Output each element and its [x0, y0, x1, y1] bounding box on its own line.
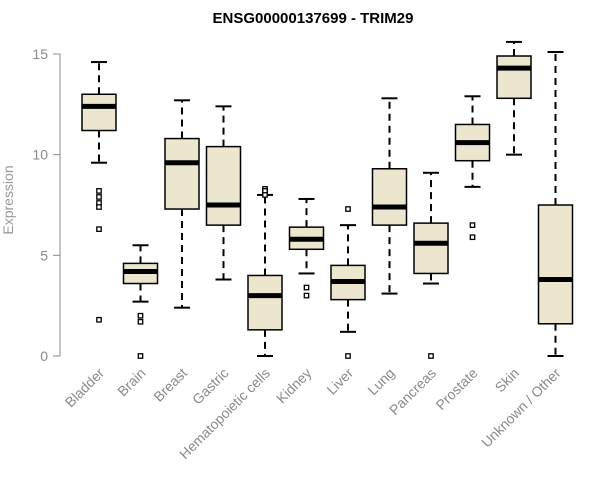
y-axis: 0 5 10 15 [32, 46, 61, 364]
x-tick-label: Breast [150, 365, 190, 405]
iqr-box [537, 204, 574, 325]
iqr-box [81, 93, 117, 132]
boxes-group [81, 40, 574, 359]
x-tick-label: Brain [114, 365, 148, 399]
x-tick-label: Skin [492, 365, 523, 396]
outlier-point [303, 284, 310, 291]
y-tick-label: 5 [40, 247, 48, 263]
outlier-point [469, 222, 476, 228]
y-tick-label: 10 [32, 147, 48, 163]
outlier-point [96, 194, 102, 200]
box-gastric [205, 105, 242, 281]
outlier-point [137, 353, 144, 359]
x-tick-label: Bladder [62, 365, 108, 411]
x-tick-label: Lung [364, 365, 397, 398]
box-prostate [454, 95, 491, 241]
outlier-point [428, 353, 434, 359]
outlier-point [303, 292, 310, 299]
box-kidney [288, 197, 325, 299]
outlier-point [469, 234, 476, 241]
box-unknown-other [537, 50, 574, 357]
box-breast [164, 99, 200, 309]
outlier-point [345, 353, 351, 359]
chart-title: ENSG00000137699 - TRIM29 [213, 10, 414, 27]
y-tick-label: 0 [40, 348, 48, 364]
box-brain [122, 244, 159, 359]
outlier-point [137, 312, 144, 319]
outlier-point [137, 318, 144, 325]
outlier-point [96, 188, 102, 194]
iqr-box [413, 222, 449, 275]
outlier-point [96, 204, 102, 210]
outlier-point [345, 206, 351, 212]
box-lung [371, 97, 408, 295]
x-tick-label: Prostate [432, 365, 480, 413]
iqr-box [247, 274, 283, 331]
x-tick-label: Liver [323, 365, 356, 398]
box-pancreas [413, 171, 449, 359]
x-tick-label: Kidney [273, 365, 315, 407]
iqr-box [496, 55, 532, 100]
iqr-box [371, 168, 408, 226]
outlier-point [262, 192, 268, 198]
y-tick-label: 15 [32, 46, 48, 62]
outlier-point [96, 226, 102, 233]
box-liver [330, 206, 366, 359]
box-skin [496, 40, 532, 156]
y-axis-label: Expression [0, 165, 16, 234]
box-bladder [81, 61, 117, 323]
outlier-point [96, 316, 102, 323]
x-tick-label: Unknown / Other [478, 365, 564, 451]
iqr-box [164, 137, 200, 210]
box-hematopoietic-cells [247, 186, 283, 357]
iqr-box [205, 145, 242, 226]
